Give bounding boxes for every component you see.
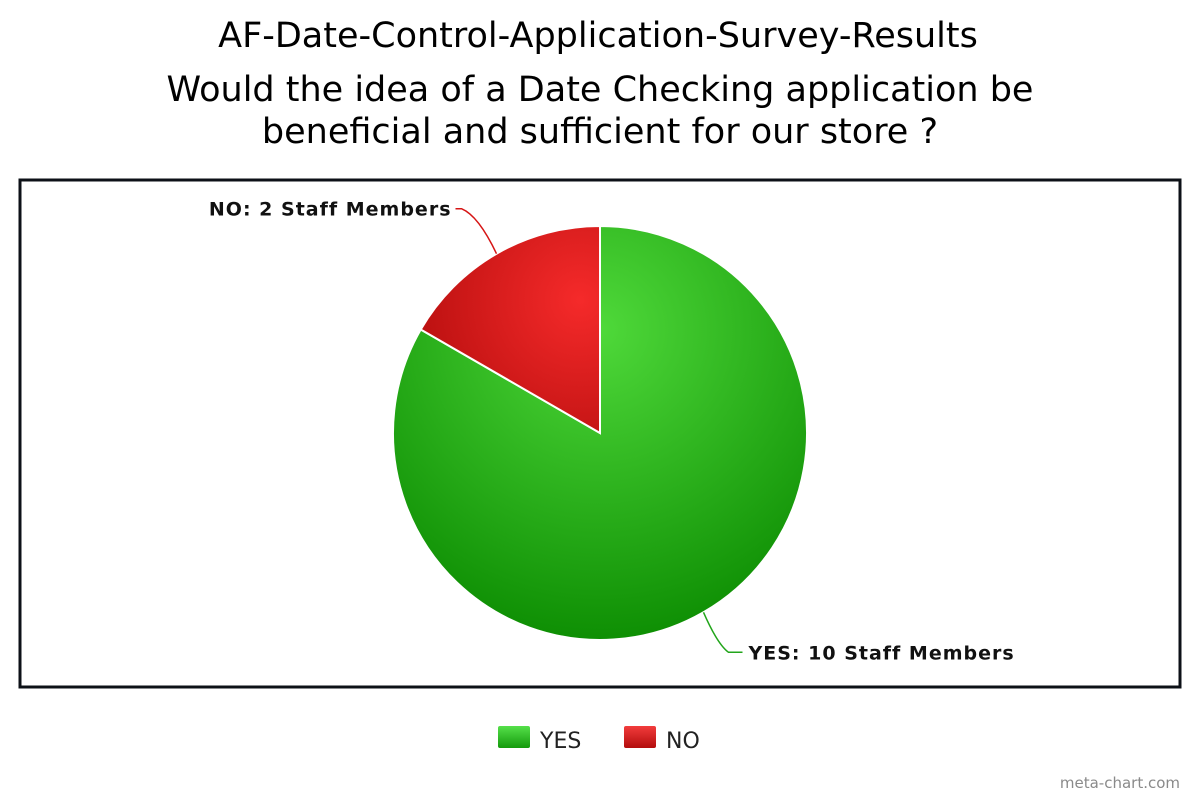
chart-title: AF-Date-Control-Application-Survey-Resul… [218, 16, 978, 56]
legend-swatch-yes [498, 726, 530, 748]
legend: YES NO [498, 726, 700, 754]
pie-slice-no [419, 224, 601, 435]
watermark: meta-chart.com [1059, 774, 1180, 792]
plot-frame [18, 178, 1182, 689]
pie-leader-no [455, 207, 498, 255]
legend-swatch-no [624, 726, 656, 748]
chart-subtitle-line-1: Would the idea of a Date Checking applic… [167, 70, 1034, 110]
legend-label-no: NO [666, 729, 700, 754]
pie-label-no: NO: 2 Staff Members [209, 199, 452, 221]
pie-slice-yes [392, 224, 808, 641]
chart-subtitle-line-2: beneficial and sufficient for our store … [262, 112, 938, 152]
pie-leader-yes [702, 611, 743, 654]
pie-labels: YES: 10 Staff Members NO: 2 Staff Members [209, 199, 1015, 665]
pie-slices [392, 224, 808, 641]
pie-label-yes: YES: 10 Staff Members [748, 642, 1015, 664]
legend-label-yes: YES [539, 729, 581, 754]
